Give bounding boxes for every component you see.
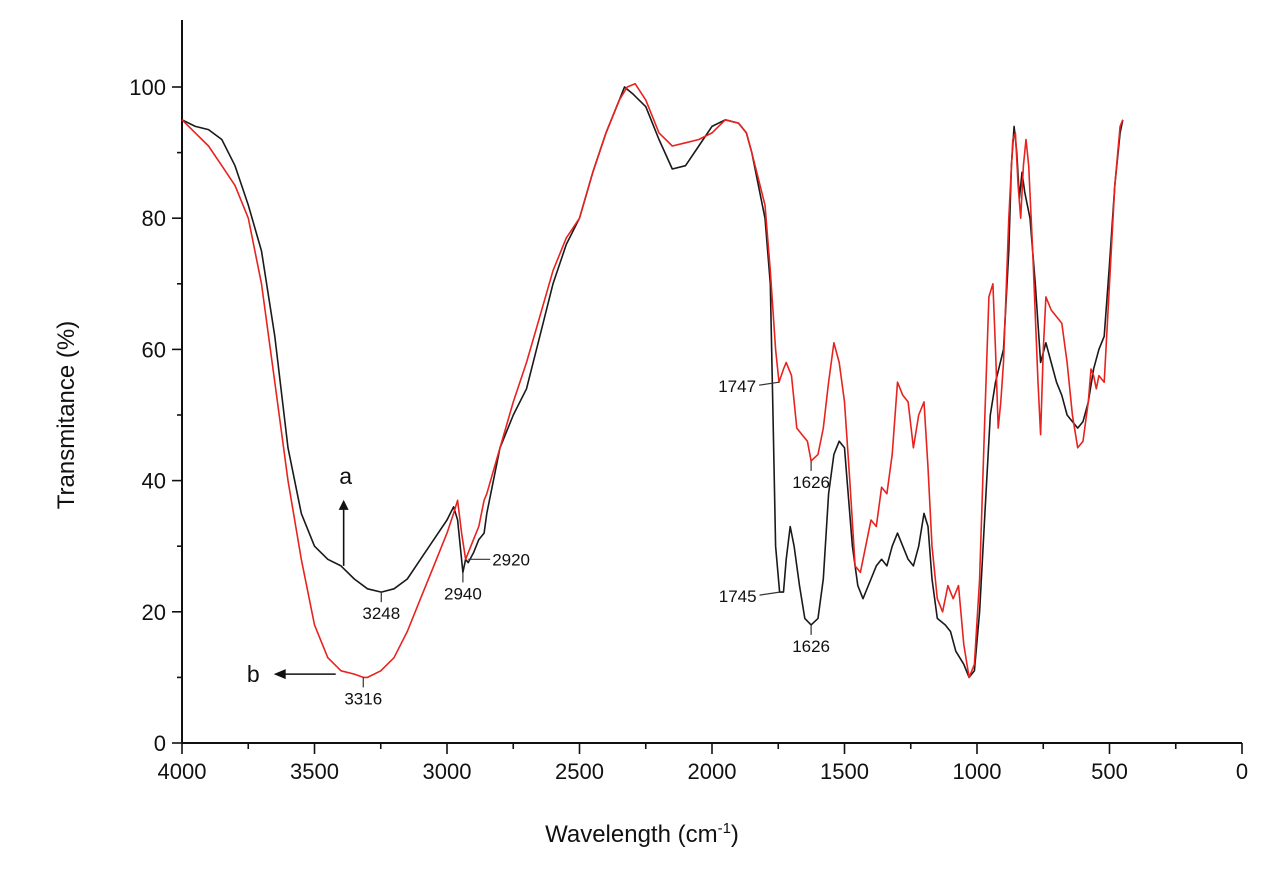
peak-leader-line: [758, 381, 780, 386]
series-group: [181, 82, 1124, 679]
peak-label: 2920: [492, 550, 530, 569]
y-axis-label: Transmitance (%): [53, 321, 80, 509]
x-tick-label: 1500: [820, 759, 869, 784]
x-tick-label: 2500: [555, 759, 604, 784]
y-tick-label: 0: [154, 731, 166, 756]
x-tick-label: 1000: [953, 759, 1002, 784]
y-tick-label: 40: [142, 469, 166, 494]
arrow-left-icon: [273, 669, 286, 680]
x-tick-label: 500: [1091, 759, 1128, 784]
y-tick-label: 20: [142, 600, 166, 625]
series-line-b: [181, 82, 1124, 679]
curve-label-b: b: [247, 661, 260, 687]
peak-label: 1745: [719, 587, 757, 606]
x-tick-label: 3000: [423, 759, 472, 784]
series-line-a: [181, 86, 1124, 679]
curve-label-a: a: [339, 463, 352, 489]
peak-label: 1626: [792, 637, 830, 656]
y-tick-label: 80: [142, 206, 166, 231]
peak-label: 3316: [344, 689, 382, 708]
peak-leader-line: [759, 591, 780, 596]
peak-label: 1747: [718, 377, 756, 396]
x-axis-label: Wavelength (cm-1): [545, 820, 739, 848]
peak-label: 3248: [362, 604, 400, 623]
x-tick-label: 0: [1236, 759, 1248, 784]
x-tick-label: 4000: [158, 759, 207, 784]
peak-label: 2940: [444, 584, 482, 603]
x-tick-label: 3500: [290, 759, 339, 784]
annotations-group: 3248 2940 2920 3316 1747 1626 1745 1626 a b: [247, 377, 830, 708]
x-tick-label: 2000: [688, 759, 737, 784]
arrow-up-icon: [338, 499, 349, 510]
y-tick-label: 60: [142, 337, 166, 362]
axes: 4000 3500 3000 2500 2000 1500 1000 500 0 0 20 40 60 8…: [129, 20, 1248, 784]
peak-label: 1626: [792, 473, 830, 492]
y-tick-label: 100: [129, 75, 166, 100]
